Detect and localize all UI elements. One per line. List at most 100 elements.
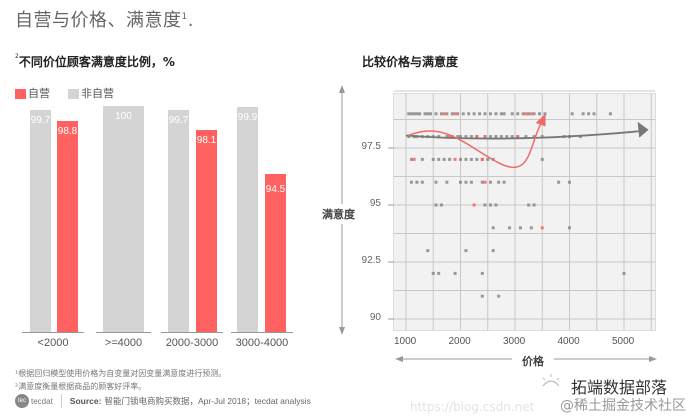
scatter-point bbox=[415, 180, 419, 184]
scatter-point bbox=[483, 112, 487, 116]
scatter-point bbox=[510, 112, 514, 116]
scatter-point bbox=[518, 226, 522, 230]
bar-feiziying: 99.9 bbox=[237, 107, 258, 332]
category-label: 2000-3000 bbox=[165, 337, 219, 349]
category-label: >=4000 bbox=[104, 337, 143, 349]
scatter-point bbox=[412, 112, 416, 116]
scatter-point bbox=[420, 180, 424, 184]
scatter-point bbox=[475, 135, 479, 139]
scatter-point bbox=[557, 180, 561, 184]
scatter-point bbox=[475, 157, 479, 161]
scatter-point bbox=[497, 294, 501, 298]
y-tick-label: 92.5 bbox=[361, 255, 381, 266]
scatter-point bbox=[434, 112, 438, 116]
scatter-point bbox=[464, 157, 468, 161]
bar-ziying: 98.1 bbox=[196, 129, 217, 332]
bar-value-label: 94.5 bbox=[265, 184, 286, 196]
x-axis-label: 价格 bbox=[512, 353, 554, 369]
scatter-point bbox=[529, 226, 533, 230]
bar-value-label: 98.8 bbox=[57, 125, 78, 137]
scatter-point bbox=[622, 271, 626, 275]
scatter-point bbox=[494, 112, 498, 116]
scatter-point bbox=[521, 112, 525, 116]
scatter-point bbox=[510, 135, 514, 139]
scatter-point bbox=[456, 135, 460, 139]
scatter-point bbox=[568, 180, 571, 184]
y-tick-label: 90 bbox=[369, 312, 381, 323]
scatter-point bbox=[469, 180, 473, 184]
scatter-point bbox=[420, 157, 424, 161]
scatter-point bbox=[587, 112, 591, 116]
scatter-point bbox=[445, 135, 449, 139]
scatter-point bbox=[483, 135, 487, 139]
scatter-point bbox=[459, 157, 462, 161]
bar-ziying: 98.8 bbox=[57, 120, 78, 332]
scatter-point bbox=[426, 112, 430, 116]
wechat-sun-icon bbox=[542, 374, 560, 387]
scatter-point bbox=[442, 112, 446, 116]
red-curve bbox=[408, 120, 543, 169]
brand-watermark: 拓端数据部落 bbox=[571, 378, 668, 397]
source-text: 智能门锁电商购买数据，Apr-Jul 2018；tecdat analysis bbox=[104, 396, 311, 406]
scatter-point bbox=[431, 271, 435, 275]
scatter-point bbox=[448, 135, 452, 139]
red-arrowhead-icon bbox=[535, 113, 546, 127]
scatter-point bbox=[524, 135, 528, 139]
scatter-point bbox=[450, 112, 454, 116]
scatter-point bbox=[488, 135, 492, 139]
scatter-point bbox=[480, 271, 484, 275]
bar-value-label: 100 bbox=[115, 111, 132, 122]
bar-chart-legend: 自营 非自营 bbox=[15, 85, 114, 101]
scatter-point bbox=[459, 135, 462, 139]
scatter-point bbox=[472, 112, 476, 116]
y-tick-label: 97.5 bbox=[361, 141, 381, 152]
scatter-point bbox=[478, 112, 482, 116]
scatter-point bbox=[488, 180, 492, 184]
scatter-point bbox=[467, 112, 471, 116]
scatter-point bbox=[418, 112, 422, 116]
scatter-point bbox=[469, 157, 473, 161]
scatter-point bbox=[480, 157, 484, 161]
scatter-point bbox=[409, 157, 413, 161]
scatter-point bbox=[524, 112, 528, 116]
scatter-point bbox=[429, 112, 433, 116]
scatter-point bbox=[464, 249, 468, 253]
scatter-point bbox=[469, 135, 473, 139]
scatter-point bbox=[502, 180, 506, 184]
scatter-point bbox=[540, 157, 544, 161]
scatter-point bbox=[426, 249, 430, 253]
community-watermark: @稀土掘金技术社区 bbox=[560, 398, 686, 414]
scatter-point bbox=[505, 135, 509, 139]
scatter-point bbox=[434, 180, 438, 184]
scatter-point bbox=[448, 157, 452, 161]
scatter-point bbox=[568, 226, 571, 230]
scatter-chart-title: 比较价格与满意度 bbox=[362, 55, 459, 69]
scatter-point bbox=[464, 135, 468, 139]
scatter-point bbox=[538, 112, 542, 116]
scatter-point bbox=[456, 112, 460, 116]
scatter-point bbox=[431, 157, 435, 161]
scatter-point bbox=[434, 203, 438, 207]
scatter-point bbox=[502, 112, 506, 116]
scatter-point bbox=[488, 203, 492, 207]
scatter-point bbox=[445, 180, 449, 184]
scatter-point bbox=[480, 180, 484, 184]
legend-item-ziying: 自营 bbox=[15, 85, 50, 101]
scatter-point bbox=[423, 112, 427, 116]
bar-ziying: 94.5 bbox=[265, 174, 286, 332]
scatter-point bbox=[499, 135, 503, 139]
y-axis-label: 满意度 bbox=[322, 204, 355, 224]
scatter-point bbox=[508, 226, 512, 230]
bar-feiziying: 99.7 bbox=[168, 109, 189, 332]
scatter-point bbox=[409, 180, 413, 184]
scatter-point bbox=[532, 203, 536, 207]
page-title: 自营与价格、满意度1. bbox=[15, 10, 194, 31]
bar-feiziying: 100 bbox=[103, 106, 144, 332]
category-label: 3000-4000 bbox=[235, 337, 289, 349]
divider bbox=[60, 394, 62, 408]
footnote-2: ²满意度衡量根据商品的顾客好评率。 bbox=[15, 382, 147, 391]
bar-value-label: 99.7 bbox=[168, 114, 189, 126]
scatter-point bbox=[494, 203, 498, 207]
url-watermark: https://blog.csdn.net bbox=[410, 400, 535, 414]
